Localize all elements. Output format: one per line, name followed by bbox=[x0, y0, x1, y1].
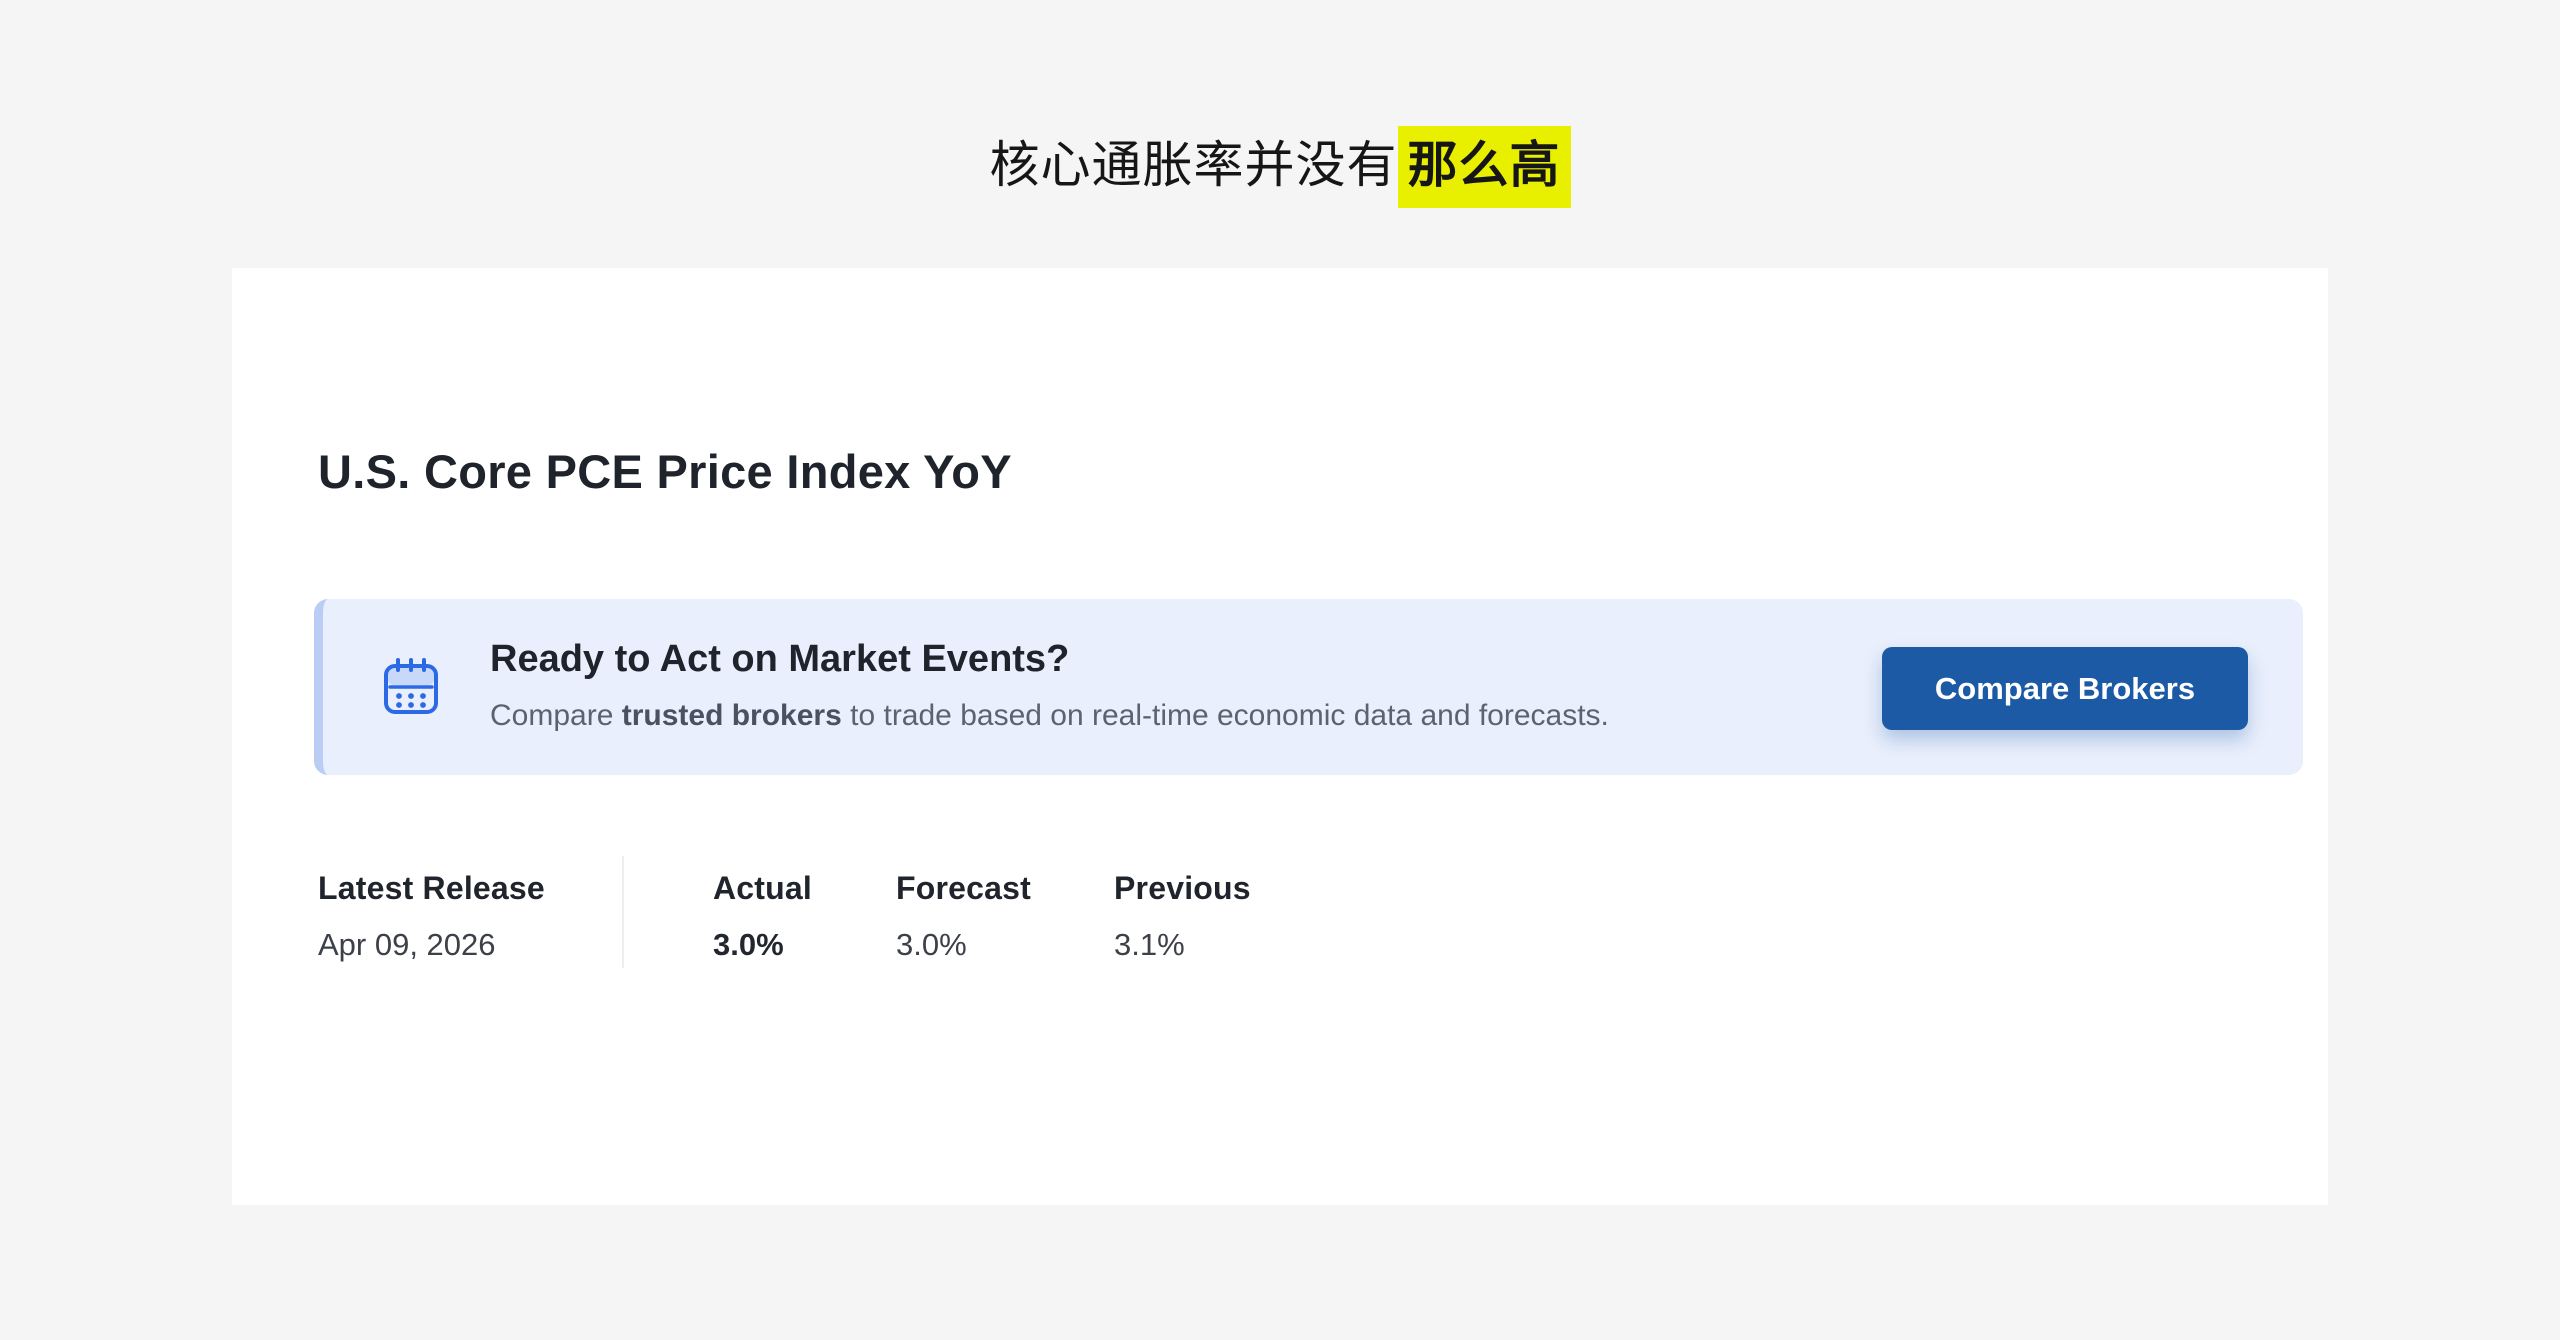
forecast-label: Forecast bbox=[896, 870, 1031, 906]
previous-label: Previous bbox=[1114, 870, 1251, 906]
promo-banner: Ready to Act on Market Events? Compare t… bbox=[314, 599, 2303, 775]
latest-release-label: Latest Release bbox=[318, 870, 545, 906]
compare-brokers-button[interactable]: Compare Brokers bbox=[1882, 647, 2248, 730]
indicator-card: U.S. Core PCE Price Index YoY Ready to A… bbox=[232, 268, 2328, 1205]
banner-description-prefix: Compare bbox=[490, 699, 622, 732]
page-title-highlight: 那么高 bbox=[1397, 126, 1571, 208]
latest-release-date: Apr 09, 2026 bbox=[318, 927, 496, 962]
indicator-heading: U.S. Core PCE Price Index YoY bbox=[318, 445, 1012, 498]
release-column-forecast: Forecast 3.0% bbox=[896, 868, 1031, 965]
page-title-text: 核心通胀率并没有 bbox=[989, 137, 1398, 193]
banner-description: Compare trusted brokers to trade based o… bbox=[490, 695, 1609, 737]
calendar-icon bbox=[378, 654, 444, 720]
column-divider bbox=[622, 856, 624, 968]
forecast-value: 3.0% bbox=[896, 927, 967, 962]
release-column-latest: Latest Release Apr 09, 2026 bbox=[318, 868, 545, 965]
page-title: 核心通胀率并没有 那么高 bbox=[0, 126, 2560, 208]
release-column-actual: Actual 3.0% bbox=[713, 868, 812, 965]
release-column-previous: Previous 3.1% bbox=[1114, 868, 1251, 965]
banner-description-bold: trusted brokers bbox=[621, 699, 842, 732]
banner-title: Ready to Act on Market Events? bbox=[490, 638, 1070, 680]
previous-value: 3.1% bbox=[1114, 927, 1185, 962]
actual-label: Actual bbox=[713, 870, 812, 906]
banner-description-suffix: to trade based on real-time economic dat… bbox=[841, 699, 1609, 732]
actual-value: 3.0% bbox=[713, 927, 784, 962]
